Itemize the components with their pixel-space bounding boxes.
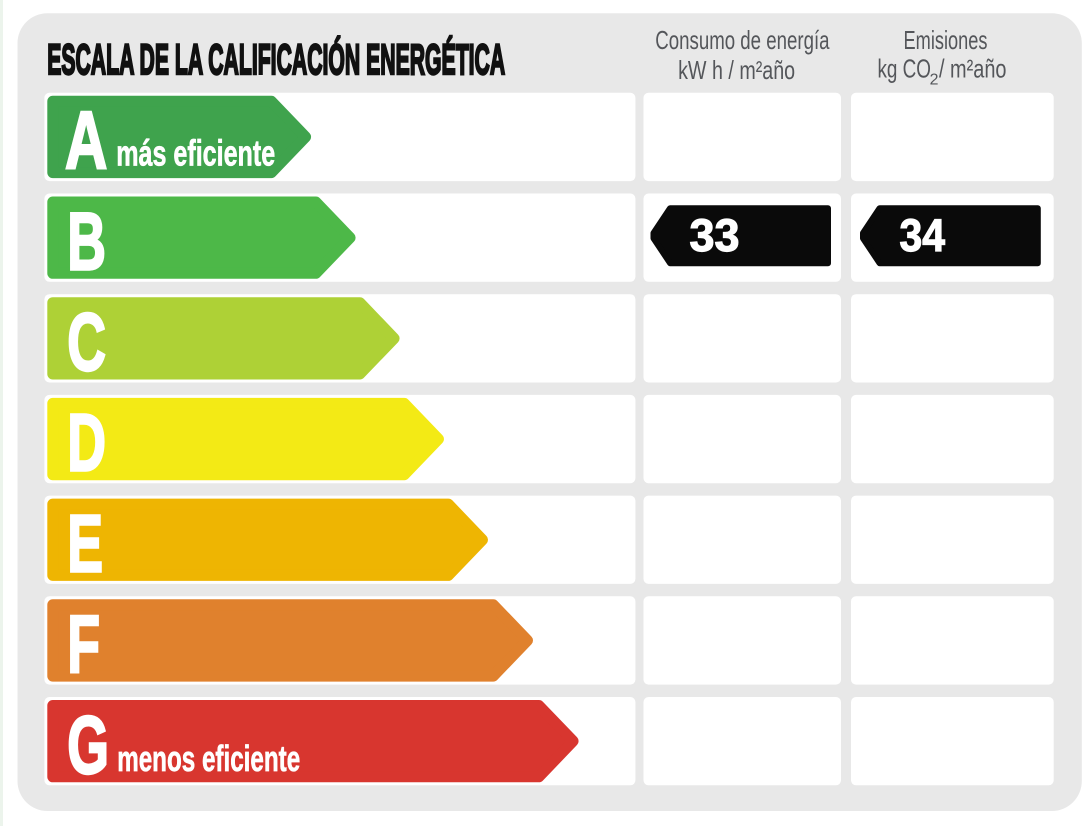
svg-text:C: C xyxy=(67,297,106,388)
svg-text:33: 33 xyxy=(690,210,740,261)
svg-text:F: F xyxy=(67,599,100,690)
svg-text:/ m²año: / m²año xyxy=(939,56,1007,84)
svg-text:ESCALA DE LA CALIFICACIÓN ENER: ESCALA DE LA CALIFICACIÓN ENERGÉTICA xyxy=(47,35,505,83)
svg-text:Consumo de energía: Consumo de energía xyxy=(655,27,830,55)
svg-text:A: A xyxy=(65,96,107,187)
svg-text:kW h / m²año: kW h / m²año xyxy=(678,57,795,85)
svg-text:más eficiente: más eficiente xyxy=(116,133,275,174)
svg-text:E: E xyxy=(67,498,103,589)
svg-text:menos eficiente: menos eficiente xyxy=(117,738,300,779)
svg-text:kg CO: kg CO xyxy=(878,56,932,84)
svg-text:2: 2 xyxy=(930,72,939,89)
svg-text:34: 34 xyxy=(900,210,946,261)
svg-text:D: D xyxy=(67,398,106,489)
svg-text:B: B xyxy=(67,196,106,287)
svg-text:Emisiones: Emisiones xyxy=(904,27,988,55)
svg-text:G: G xyxy=(67,700,109,791)
